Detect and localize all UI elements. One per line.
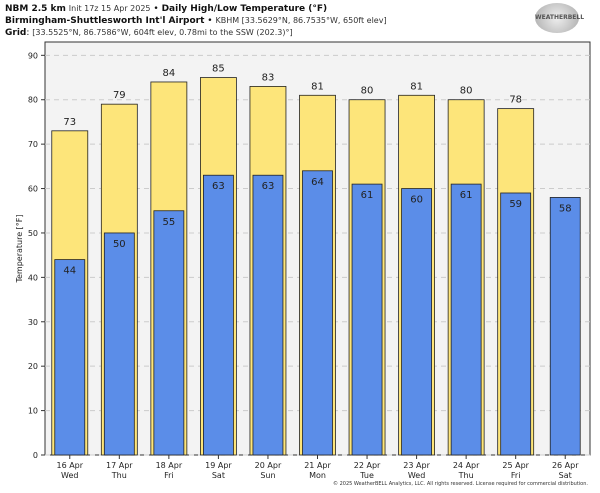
grid-label: Grid xyxy=(5,28,27,38)
low-bar xyxy=(103,232,135,456)
chart-title: Daily High/Low Temperature (°F) xyxy=(161,4,328,14)
low-bar xyxy=(54,259,86,456)
low-bar xyxy=(549,197,581,456)
low-bar xyxy=(401,188,432,456)
x-tick-day: Wed xyxy=(61,471,78,480)
x-tick-day: Tue xyxy=(359,471,374,480)
low-label: 64 xyxy=(311,177,324,188)
x-tick-day: Sat xyxy=(212,471,225,480)
high-label: 83 xyxy=(262,72,275,83)
x-tick-day: Mon xyxy=(309,471,326,480)
x-tick-label: 22 Apr xyxy=(354,461,381,470)
y-tick-label: 10 xyxy=(28,407,38,416)
high-label: 78 xyxy=(509,95,522,106)
x-tick-day: Fri xyxy=(511,471,521,480)
y-tick-label: 30 xyxy=(28,318,38,327)
low-bar xyxy=(302,170,333,456)
low-label: 63 xyxy=(212,181,225,192)
high-label: 79 xyxy=(113,90,126,101)
y-tick-label: 20 xyxy=(28,362,38,371)
low-label: 60 xyxy=(410,195,423,206)
low-label: 58 xyxy=(559,203,572,214)
high-label: 81 xyxy=(410,81,423,92)
y-axis-label: Temperature [°F] xyxy=(15,214,24,283)
low-bar xyxy=(153,210,185,456)
x-tick-label: 25 Apr xyxy=(502,461,529,470)
station-name: Birmingham-Shuttlesworth Int'l Airport xyxy=(5,16,205,26)
x-tick-label: 17 Apr xyxy=(106,461,133,470)
x-tick-day: Thu xyxy=(111,471,127,480)
high-label: 85 xyxy=(212,64,225,75)
grid-info: [33.5525°N, 86.7586°W, 604ft elev, 0.78m… xyxy=(32,28,293,37)
y-tick-label: 50 xyxy=(28,229,38,238)
low-label: 63 xyxy=(262,181,275,192)
x-tick-label: 16 Apr xyxy=(56,461,83,470)
copyright: © 2025 WeatherBELL Analytics, LLC. All r… xyxy=(333,481,588,487)
y-tick-label: 80 xyxy=(28,96,38,105)
low-bar xyxy=(203,174,234,456)
high-label: 81 xyxy=(311,81,324,92)
high-label: 84 xyxy=(162,68,175,79)
x-tick-label: 26 Apr xyxy=(552,461,579,470)
low-label: 61 xyxy=(361,190,374,201)
x-tick-label: 23 Apr xyxy=(403,461,430,470)
low-bar xyxy=(351,183,383,456)
x-tick-label: 18 Apr xyxy=(156,461,183,470)
low-label: 61 xyxy=(460,190,473,201)
low-bar xyxy=(500,192,532,456)
init-time: Init 17z 15 Apr 2025 xyxy=(68,4,151,13)
high-label: 73 xyxy=(63,117,76,128)
y-tick-label: 90 xyxy=(28,51,38,60)
high-label: 80 xyxy=(361,86,374,97)
x-tick-day: Fri xyxy=(164,471,174,480)
x-tick-label: 24 Apr xyxy=(453,461,480,470)
weatherbell-logo: WEATHERBELL xyxy=(535,3,584,33)
low-label: 55 xyxy=(162,217,175,228)
separator: • xyxy=(153,4,159,14)
x-tick-label: 20 Apr xyxy=(255,461,282,470)
low-label: 59 xyxy=(509,199,522,210)
y-tick-label: 70 xyxy=(28,140,38,149)
low-label: 44 xyxy=(63,266,76,277)
x-tick-day: Thu xyxy=(458,471,474,480)
model-name: NBM 2.5 km xyxy=(5,4,66,14)
x-tick-label: 19 Apr xyxy=(205,461,232,470)
chart-header: NBM 2.5 km Init 17z 15 Apr 2025 • Daily … xyxy=(5,4,387,38)
x-tick-label: 21 Apr xyxy=(304,461,331,470)
x-tick-day: Wed xyxy=(408,471,425,480)
separator: • xyxy=(207,16,213,26)
y-tick-label: 60 xyxy=(28,185,38,194)
high-label: 80 xyxy=(460,86,473,97)
x-tick-day: Sun xyxy=(260,471,275,480)
y-tick-label: 40 xyxy=(28,273,38,282)
y-tick-label: 0 xyxy=(33,451,38,460)
x-tick-day: Sat xyxy=(559,471,572,480)
low-bar xyxy=(450,183,482,456)
station-info: KBHM [33.5629°N, 86.7535°W, 650ft elev] xyxy=(215,16,387,25)
low-label: 50 xyxy=(113,239,126,250)
low-bar xyxy=(252,174,284,456)
